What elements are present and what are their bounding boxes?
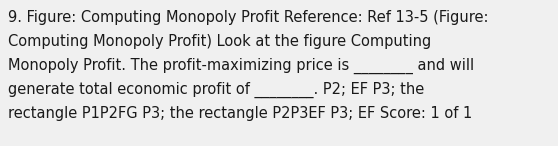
- Text: Monopoly Profit. The profit-maximizing price is ________ and will: Monopoly Profit. The profit-maximizing p…: [8, 58, 474, 74]
- Text: rectangle P1P2FG P3; the rectangle P2P3EF P3; EF Score: 1 of 1: rectangle P1P2FG P3; the rectangle P2P3E…: [8, 106, 472, 121]
- Text: generate total economic profit of ________. P2; EF P3; the: generate total economic profit of ______…: [8, 82, 424, 98]
- Text: Computing Monopoly Profit) Look at the figure Computing: Computing Monopoly Profit) Look at the f…: [8, 34, 431, 49]
- Text: 9. Figure: Computing Monopoly Profit Reference: Ref 13-5 (Figure:: 9. Figure: Computing Monopoly Profit Ref…: [8, 10, 488, 25]
